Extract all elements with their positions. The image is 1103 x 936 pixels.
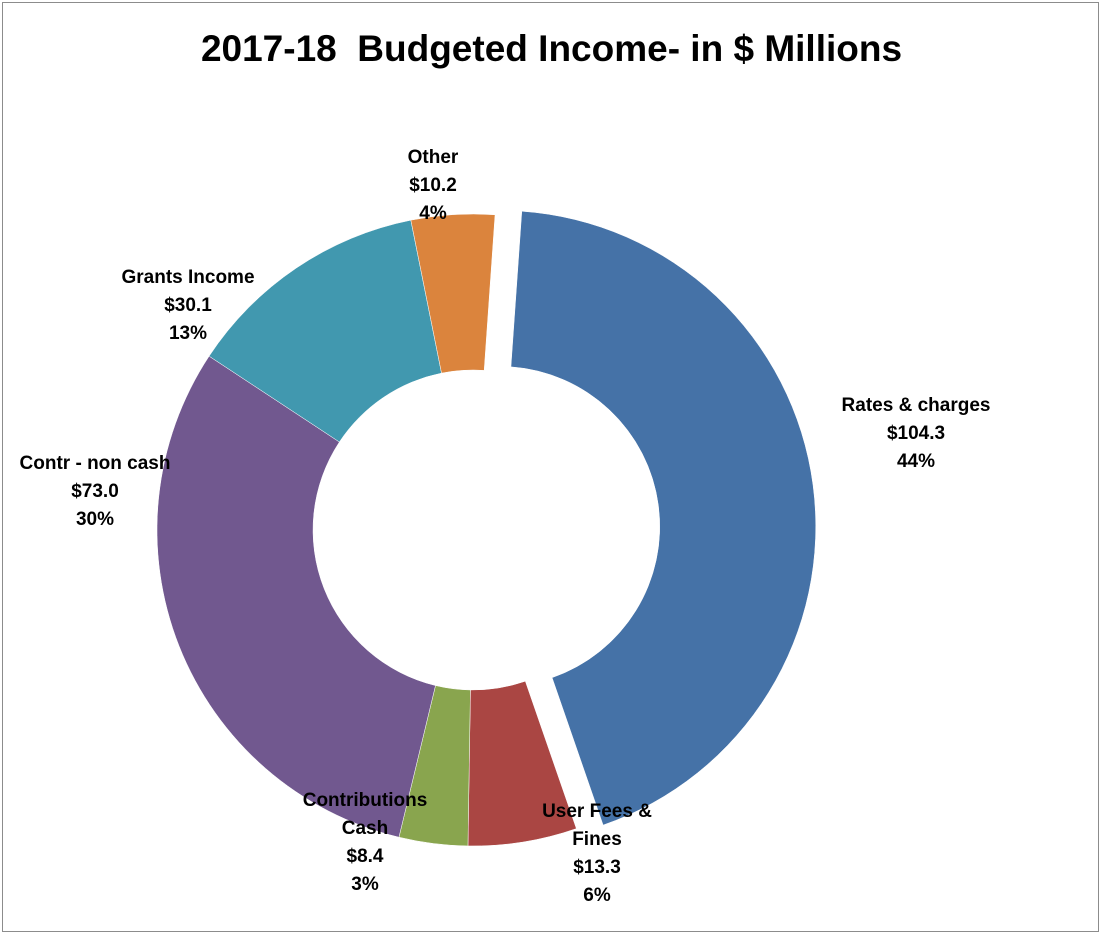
slice-percent: 6%	[583, 885, 611, 906]
chart-title: 2017-18 Budgeted Income- in $ Millions	[200, 28, 903, 69]
slice-name: Grants Income	[121, 267, 255, 288]
slice-percent: 44%	[896, 451, 936, 472]
slice-name: Fines	[572, 829, 622, 850]
slice-label: User Fees & Fines $13.3 6%	[542, 798, 652, 910]
slice-name: Contr - non cash	[19, 453, 171, 474]
slice-grants-income	[208, 219, 442, 443]
slice-label: Contributions Cash $8.4 3%	[303, 787, 428, 899]
slice-rates-charges	[510, 210, 816, 826]
slice-name: Rates & charges	[841, 395, 991, 416]
slice-label: Contr - non cash $73.0 30%	[20, 450, 171, 534]
slice-name: User Fees &	[542, 801, 652, 822]
slice-value: $73.0	[71, 481, 119, 502]
slice-value: $10.2	[409, 175, 457, 196]
slice-value: $30.1	[164, 295, 212, 316]
slice-other	[410, 213, 496, 374]
slice-value: $8.4	[346, 846, 384, 867]
slice-name: Other	[407, 147, 459, 168]
slice-value: $13.3	[573, 857, 621, 878]
slice-label: Rates & charges $104.3 44%	[842, 392, 991, 476]
slice-percent: 13%	[168, 323, 208, 344]
slice-percent: 4%	[419, 203, 447, 224]
slice-name: Contributions	[302, 790, 428, 811]
slice-name: Cash	[341, 818, 389, 839]
slice-percent: 30%	[75, 509, 115, 530]
slice-value: $104.3	[886, 423, 946, 444]
slice-percent: 3%	[351, 874, 379, 895]
slice-label: Other $10.2 4%	[408, 144, 459, 228]
slice-label: Grants Income $30.1 13%	[121, 264, 254, 348]
slice-contr-non-cash	[156, 355, 436, 838]
